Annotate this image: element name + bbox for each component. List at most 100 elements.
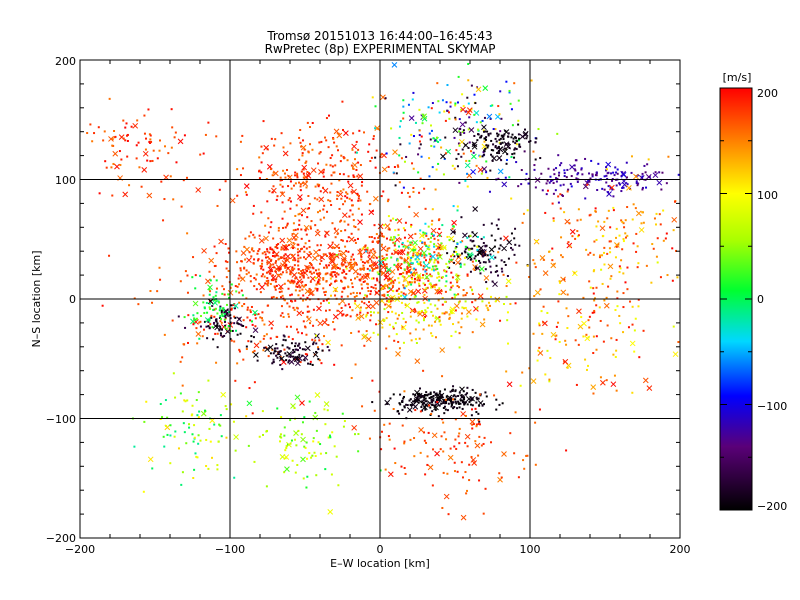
scatter-cross (671, 216, 678, 223)
scatter-dot (392, 238, 395, 241)
scatter-dot (501, 402, 504, 405)
scatter-dot (395, 333, 398, 336)
scatter-dot (506, 319, 509, 322)
scatter-dot (303, 256, 306, 259)
scatter-cross (423, 262, 430, 269)
scatter-dot (345, 267, 348, 270)
scatter-dot (260, 145, 263, 148)
scatter-dot (292, 280, 295, 283)
scatter-dot (317, 185, 320, 188)
scatter-dot (400, 294, 403, 297)
scatter-dot (208, 319, 211, 322)
scatter-dot (303, 250, 306, 253)
scatter-dot (620, 259, 623, 262)
scatter-cross (464, 433, 471, 440)
scatter-dot (455, 157, 458, 160)
scatter-dot (570, 185, 573, 188)
scatter-dot (416, 395, 419, 398)
scatter-dot (269, 272, 272, 275)
scatter-cross (466, 309, 472, 315)
scatter-dot (506, 153, 509, 156)
scatter-dot (425, 400, 428, 403)
scatter-dot (195, 317, 198, 320)
scatter-dot (475, 411, 478, 414)
scatter-dot (295, 238, 298, 241)
scatter-dot (372, 331, 375, 334)
scatter-dot (218, 329, 221, 332)
scatter-dot (312, 341, 315, 344)
scatter-dot (485, 144, 488, 147)
scatter-dot (354, 226, 357, 229)
scatter-dot (436, 260, 439, 263)
scatter-dot (209, 279, 212, 282)
scatter-dot (331, 241, 334, 244)
scatter-cross (629, 340, 636, 347)
scatter-dot (482, 129, 485, 132)
scatter-dot (427, 246, 430, 249)
scatter-dot (416, 260, 419, 263)
scatter-dot (495, 140, 498, 143)
scatter-dot (610, 275, 613, 278)
scatter-cross (652, 172, 659, 179)
scatter-dot (414, 232, 417, 235)
scatter-dot (352, 174, 355, 177)
scatter-cross (312, 414, 319, 421)
scatter-dot (281, 312, 284, 315)
scatter-dot (399, 393, 402, 396)
scatter-cross (290, 243, 296, 249)
scatter-dot (275, 245, 278, 248)
scatter-dot (419, 387, 422, 390)
scatter-dot (625, 161, 628, 164)
scatter-dot (354, 239, 357, 242)
scatter-dot (445, 262, 448, 265)
scatter-dot (359, 309, 362, 312)
scatter-dot (403, 268, 406, 271)
scatter-dot (418, 284, 421, 287)
scatter-dot (216, 346, 219, 349)
scatter-dot (453, 293, 456, 296)
scatter-dot (210, 314, 213, 317)
scatter-dot (343, 270, 346, 273)
scatter-dot (354, 241, 357, 244)
scatter-dot (371, 210, 374, 213)
scatter-dot (359, 306, 362, 309)
scatter-dot (618, 234, 621, 237)
scatter-cross (389, 268, 396, 275)
scatter-dot (458, 253, 461, 256)
scatter-dot (534, 421, 537, 424)
scatter-dot (231, 329, 234, 332)
scatter-dot (222, 307, 225, 310)
scatter-dot (343, 287, 346, 290)
scatter-dot (370, 314, 373, 317)
scatter-dot (636, 266, 639, 269)
scatter-dot (403, 261, 406, 264)
scatter-dot (205, 301, 208, 304)
scatter-cross (323, 401, 330, 407)
scatter-dot (382, 190, 385, 193)
scatter-dot (227, 325, 230, 328)
scatter-dot (133, 297, 136, 300)
scatter-dot (280, 132, 283, 135)
scatter-dot (464, 300, 467, 303)
scatter-dot (218, 423, 221, 426)
scatter-dot (269, 246, 272, 249)
scatter-dot (279, 183, 282, 186)
scatter-dot (350, 267, 353, 270)
scatter-dot (224, 324, 227, 327)
scatter-dot (279, 435, 282, 438)
scatter-dot (233, 476, 236, 479)
scatter-dot (248, 251, 251, 254)
scatter-dot (468, 141, 471, 144)
scatter-dot (448, 313, 451, 316)
scatter-dot (394, 279, 397, 282)
scatter-dot (444, 401, 447, 404)
scatter-dot (450, 335, 453, 338)
scatter-dot (490, 222, 493, 225)
scatter-dot (478, 259, 481, 262)
scatter-dot (473, 93, 476, 96)
scatter-dot (550, 180, 553, 183)
scatter-dot (266, 304, 269, 307)
scatter-dot (442, 400, 445, 403)
scatter-cross (282, 150, 289, 157)
scatter-dot (383, 308, 386, 311)
